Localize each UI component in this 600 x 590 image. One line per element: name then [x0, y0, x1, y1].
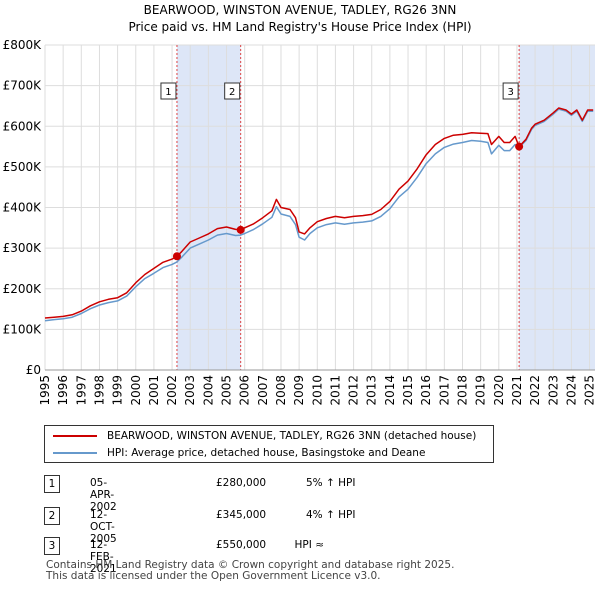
y-tick-label: £700K	[3, 79, 43, 93]
transaction-hpi: ≈ HPI	[294, 539, 324, 551]
x-tick-label: 2008	[274, 375, 288, 406]
x-tick-label: 2000	[129, 375, 143, 406]
x-tick-label: 2015	[401, 375, 415, 406]
x-tick-label: 2003	[183, 375, 197, 406]
x-tick-label: 2011	[328, 375, 342, 406]
x-tick-label: 2013	[365, 375, 379, 406]
sale-label-text: 1	[165, 87, 171, 98]
transaction-date: 12-FEB-2021	[90, 539, 117, 575]
legend-item-hpi: HPI: Average price, detached house, Basi…	[53, 445, 425, 461]
sale-point	[515, 142, 524, 151]
x-tick-label: 2024	[564, 375, 578, 406]
y-tick-label: £300K	[3, 241, 43, 255]
sale-point	[236, 225, 245, 234]
transaction-number: 2	[44, 507, 60, 525]
series-line-property	[44, 107, 594, 319]
transaction-price: £345,000	[216, 509, 267, 521]
y-tick-label: £600K	[3, 119, 43, 133]
x-tick-label: 2023	[546, 375, 560, 406]
y-tick-label: £100K	[3, 322, 43, 336]
y-tick-label: £800K	[3, 38, 43, 52]
y-tick-label: £400K	[3, 201, 43, 215]
chart-subtitle: Price paid vs. HM Land Registry's House …	[128, 20, 472, 34]
chart-title: BEARWOOD, WINSTON AVENUE, TADLEY, RG26 3…	[143, 3, 457, 17]
x-tick-label: 2010	[310, 375, 324, 406]
sale-label-text: 3	[507, 87, 513, 98]
x-tick-label: 2009	[292, 375, 306, 406]
x-tick-label: 1996	[56, 375, 70, 406]
x-tick-label: 2002	[165, 375, 179, 406]
x-tick-label: 2014	[383, 375, 397, 406]
transaction-hpi: 5% ↑ HPI	[306, 477, 356, 489]
transaction-number: 3	[44, 537, 60, 555]
x-tick-label: 2018	[455, 375, 469, 406]
y-tick-label: £200K	[3, 282, 43, 296]
x-tick-label: 2004	[201, 375, 215, 406]
sale-label-box	[224, 82, 241, 100]
x-tick-label: 2021	[510, 375, 524, 406]
x-tick-label: 2001	[147, 375, 161, 406]
x-tick-label: 2020	[492, 375, 506, 406]
x-tick-label: 1997	[74, 375, 88, 406]
x-tick-label: 2012	[347, 375, 361, 406]
x-tick-label: 2017	[437, 375, 451, 406]
x-tick-label: 1999	[111, 375, 125, 406]
x-tick-label: 2007	[256, 375, 270, 406]
footer-attribution: Contains HM Land Registry data © Crown c…	[46, 560, 454, 582]
x-tick-label: 2025	[583, 375, 597, 406]
price-chart: £0 £100K £200K £300K £400K £500K £600K £700K £80…	[3, 38, 597, 406]
chart-legend: BEARWOOD, WINSTON AVENUE, TADLEY, RG26 3…	[44, 425, 494, 463]
legend-item-property: BEARWOOD, WINSTON AVENUE, TADLEY, RG26 3…	[53, 428, 476, 444]
legend-label-property: BEARWOOD, WINSTON AVENUE, TADLEY, RG26 3…	[107, 430, 477, 442]
transaction-price: £550,000	[216, 539, 267, 551]
transaction-date: 12-OCT-2005	[90, 509, 117, 545]
transaction-number: 1	[44, 475, 60, 493]
transaction-price: £280,000	[216, 477, 267, 489]
sale-label-text: 2	[229, 87, 235, 98]
x-tick-label: 2005	[220, 375, 234, 406]
legend-swatch-hpi	[53, 452, 97, 454]
x-tick-label: 1998	[92, 375, 106, 406]
transaction-date: 05-APR-2002	[90, 477, 117, 513]
footer-licence: This data is licensed under the Open Gov…	[46, 570, 381, 582]
footer-copyright: Contains HM Land Registry data © Crown c…	[46, 559, 455, 571]
sale-label-box	[502, 82, 519, 100]
x-tick-label: 1995	[38, 375, 52, 406]
y-tick-label: £0	[26, 363, 41, 377]
x-tick-label: 2016	[419, 375, 433, 406]
y-tick-label: £500K	[3, 160, 43, 174]
transaction-hpi: 4% ↑ HPI	[306, 509, 356, 521]
sale-point	[172, 252, 181, 261]
sale-label-box	[160, 82, 177, 100]
x-tick-label: 2019	[474, 375, 488, 406]
legend-swatch-property	[53, 435, 97, 437]
x-tick-label: 2022	[528, 375, 542, 406]
legend-label-hpi: HPI: Average price, detached house, Basi…	[107, 447, 426, 459]
x-tick-label: 2006	[238, 375, 252, 406]
